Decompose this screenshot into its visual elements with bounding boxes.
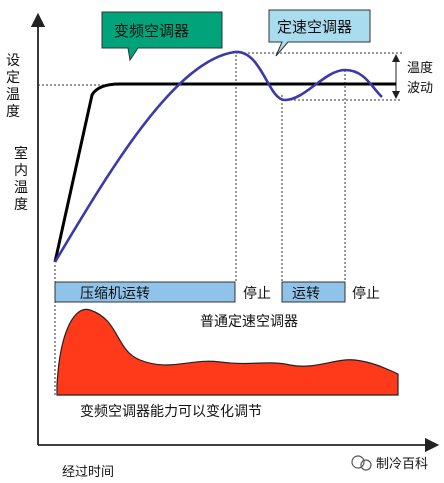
- svg-text:度: 度: [6, 104, 20, 120]
- svg-text:定: 定: [6, 70, 20, 86]
- svg-text:室: 室: [14, 145, 28, 162]
- svg-text:压缩机运转: 压缩机运转: [80, 286, 150, 302]
- fixed-speed-caption: 普通定速空调器: [200, 314, 298, 330]
- compressor-bar: 压缩机运转 停止 运转 停止: [54, 281, 380, 303]
- svg-text:内: 内: [14, 163, 28, 179]
- fluctuation-arrow: [392, 54, 400, 99]
- capacity-caption: 变频空调器能力可以变化调节: [80, 404, 262, 420]
- svg-text:停止: 停止: [352, 285, 380, 302]
- svg-text:制冷百科: 制冷百科: [376, 457, 428, 472]
- svg-text:定速空调器: 定速空调器: [277, 18, 352, 36]
- x-axis-label: 经过时间: [62, 465, 114, 480]
- y-label-room-temperature: 室 内 温 度: [14, 145, 28, 213]
- svg-text:停止: 停止: [243, 285, 271, 302]
- svg-text:温: 温: [6, 87, 20, 103]
- fluctuation-label-line2: 波动: [407, 81, 433, 96]
- watermark: 制冷百科: [351, 455, 428, 472]
- svg-text:设: 设: [6, 53, 20, 69]
- svg-text:运转: 运转: [292, 286, 320, 302]
- inverter-temperature-curve: [53, 82, 396, 263]
- svg-text:度: 度: [14, 197, 28, 213]
- y-label-set-temperature: 设 定 温 度: [6, 53, 20, 120]
- fixed-speed-callout: 定速空调器: [268, 9, 371, 57]
- fixed-speed-temperature-curve: [53, 50, 383, 263]
- svg-text:温: 温: [14, 180, 28, 196]
- fluctuation-label-line1: 温度: [407, 60, 433, 76]
- svg-text:变频空调器: 变频空调器: [114, 22, 189, 40]
- inverter-capacity-area: [56, 308, 399, 396]
- inverter-callout: 变频空调器: [101, 11, 223, 62]
